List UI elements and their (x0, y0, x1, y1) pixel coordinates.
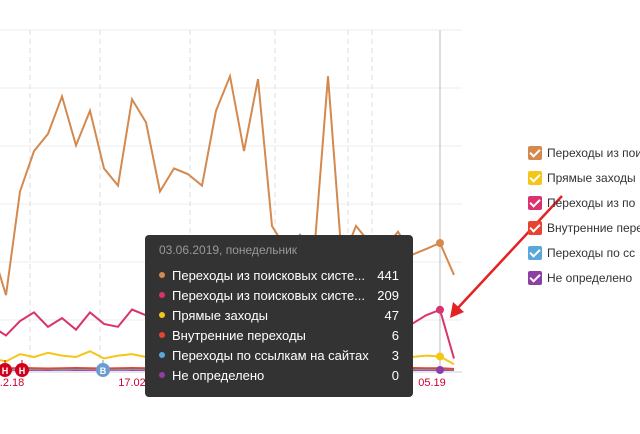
tooltip-dot (159, 272, 165, 278)
event-marker (96, 363, 110, 377)
tooltip-value: 6 (391, 327, 399, 343)
tooltip-row: Переходы из поисковых систе... 209 (159, 285, 399, 305)
legend-item: Внутренние пере (528, 215, 640, 240)
tooltip-dot (159, 332, 165, 338)
event-marker (0, 363, 12, 377)
x-label: 17.02 (118, 377, 146, 389)
legend-checkbox (528, 220, 542, 235)
event-label: В (100, 366, 107, 376)
hover-dot (436, 352, 444, 361)
tooltip: 03.06.2019, понедельник Переходы из поис… (145, 235, 413, 397)
tooltip-label: Переходы из поисковых систе... (172, 287, 366, 303)
x-label: 05.19 (418, 377, 446, 389)
tooltip-row: Внутренние переходы 6 (159, 325, 399, 345)
arrow (450, 195, 563, 318)
tooltip-value: 441 (377, 267, 399, 283)
legend-label: Внутренние пере (547, 220, 640, 235)
tooltip-row: Прямые заходы 47 (159, 305, 399, 325)
tooltip-label: Не определено (172, 367, 265, 383)
x-label: .2.18 (0, 377, 24, 389)
legend-label: Не определено (547, 270, 633, 285)
legend-label: Переходы из пои (547, 145, 640, 160)
hover-dot (436, 238, 444, 247)
tooltip-label: Переходы по ссылкам на сайтах (172, 347, 369, 363)
legend-checkbox (528, 195, 542, 210)
legend-checkbox (528, 270, 542, 285)
legend-checkbox (528, 245, 542, 260)
legend-checkbox (528, 170, 542, 185)
legend-label: Переходы по сс (547, 245, 636, 260)
tooltip-value: 47 (384, 307, 399, 323)
legend-item: Прямые заходы (528, 165, 640, 190)
tooltip-row: Переходы по ссылкам на сайтах 3 (159, 345, 399, 365)
event-label: Н (19, 366, 26, 376)
tooltip-row: Переходы из поисковых систе... 441 (159, 265, 399, 285)
event-marker (15, 363, 29, 377)
tooltip-date: 03.06.2019, понедельник (159, 243, 298, 257)
legend-label: Переходы из по (547, 195, 636, 210)
tooltip-value: 3 (391, 347, 399, 363)
legend-label: Прямые заходы (547, 170, 636, 185)
legend-checkbox (528, 145, 542, 160)
tooltip-value: 0 (391, 367, 399, 383)
tooltip-label: Переходы из поисковых систе... (172, 267, 366, 283)
tooltip-label: Прямые заходы (172, 307, 269, 323)
hover-dot (436, 305, 444, 314)
tooltip-dot (159, 292, 165, 298)
tooltip-dot (159, 372, 165, 378)
event-label: Н (2, 366, 9, 376)
tooltip-row: Не определено 0 (159, 365, 399, 385)
hover-dot (436, 366, 444, 374)
legend-item: Переходы из по (528, 190, 640, 215)
legend-item: Переходы из пои (528, 140, 640, 165)
tooltip-dot (159, 312, 165, 318)
tooltip-value: 209 (377, 287, 399, 303)
legend-item: Переходы по сс (528, 240, 640, 265)
legend: Переходы из пои Прямые заходы Переходы из … (528, 140, 640, 290)
tooltip-label: Внутренние переходы (172, 327, 306, 343)
legend-item: Не определено (528, 265, 640, 290)
tooltip-dot (159, 352, 165, 358)
